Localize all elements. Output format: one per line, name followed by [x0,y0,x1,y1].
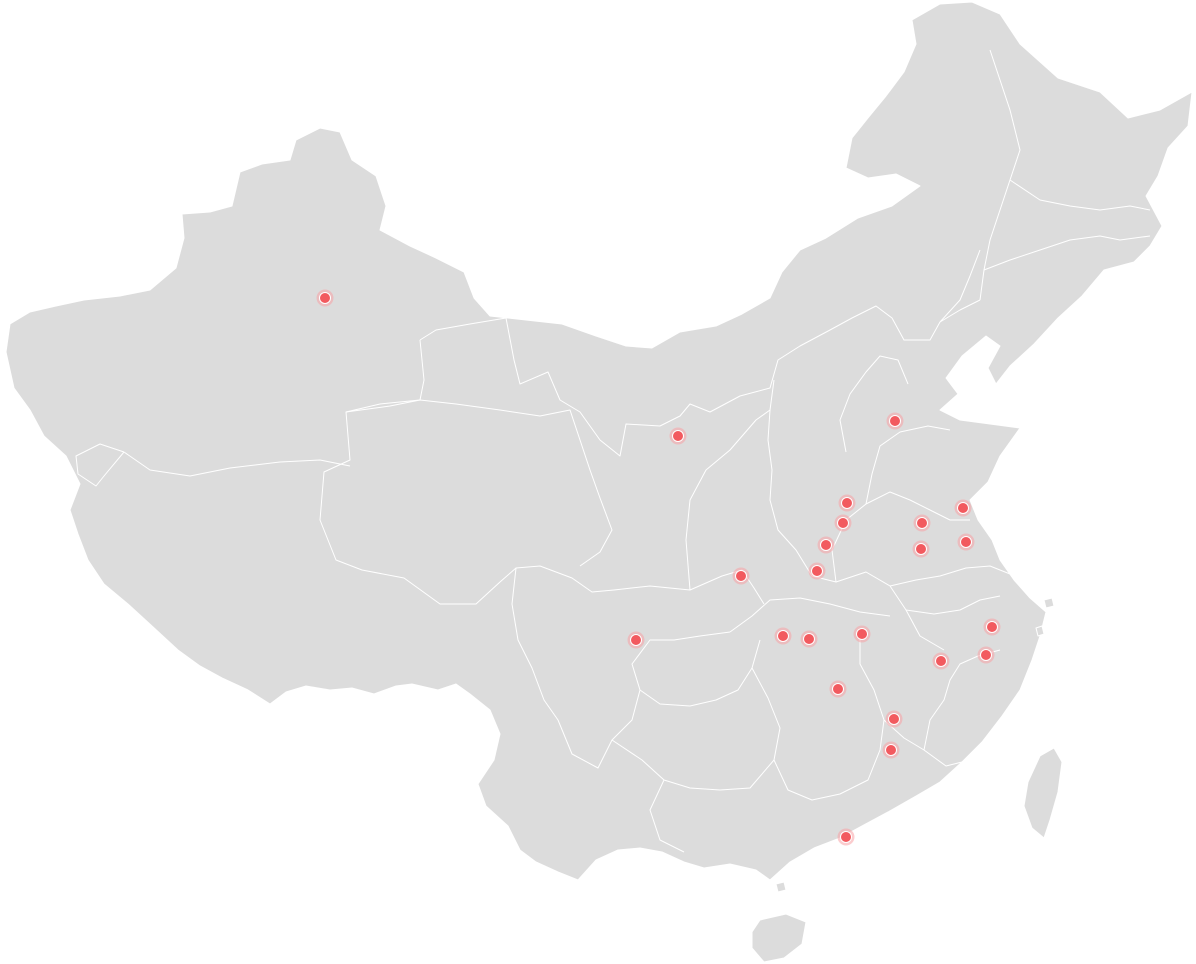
taiwan-island [1023,747,1063,839]
marker-yinchuan[interactable] [669,427,687,445]
hainan-island [751,913,807,963]
marker-dot [630,634,642,646]
marker-shangrao[interactable] [932,652,950,670]
province-borders [75,49,1151,853]
marker-dot [915,543,927,555]
marker-chengdu[interactable] [627,631,645,649]
marker-guangzhou[interactable] [837,828,855,846]
marker-layer [316,289,1001,846]
coastal-islets [775,597,1055,893]
marker-dot [957,502,969,514]
marker-jingmen[interactable] [774,627,792,645]
marker-urumqi[interactable] [316,289,334,307]
marker-zhengzhou[interactable] [834,514,852,532]
marker-dot [820,539,832,551]
marker-shiyan[interactable] [732,567,750,585]
marker-dot [980,649,992,661]
marker-dot [803,633,815,645]
marker-xuchang[interactable] [817,536,835,554]
marker-dot [935,655,947,667]
marker-dot [735,570,747,582]
marker-dot [888,713,900,725]
marker-dot [856,628,868,640]
marker-dot [841,497,853,509]
marker-dot [837,517,849,529]
mainland-china [5,1,1193,881]
marker-jinhua[interactable] [977,646,995,664]
marker-ganzhou[interactable] [885,710,903,728]
marker-suqian[interactable] [912,540,930,558]
marker-yichang[interactable] [800,630,818,648]
marker-wuhan[interactable] [853,625,871,643]
marker-xuzhou[interactable] [913,514,931,532]
marker-dot [840,831,852,843]
marker-dot [832,683,844,695]
marker-dot [319,292,331,304]
marker-dot [960,536,972,548]
marker-hangzhou[interactable] [983,618,1001,636]
marker-xiangcheng[interactable] [808,562,826,580]
marker-beijing[interactable] [886,412,904,430]
marker-dot [811,565,823,577]
marker-dot [889,415,901,427]
marker-dot [885,744,897,756]
marker-dot [777,630,789,642]
marker-ji-an[interactable] [882,741,900,759]
marker-jiaozuo[interactable] [838,494,856,512]
marker-dot [916,517,928,529]
marker-lianyungang[interactable] [954,499,972,517]
land-layer [5,1,1193,963]
marker-changsha[interactable] [829,680,847,698]
marker-yancheng[interactable] [957,533,975,551]
marker-dot [672,430,684,442]
marker-dot [986,621,998,633]
